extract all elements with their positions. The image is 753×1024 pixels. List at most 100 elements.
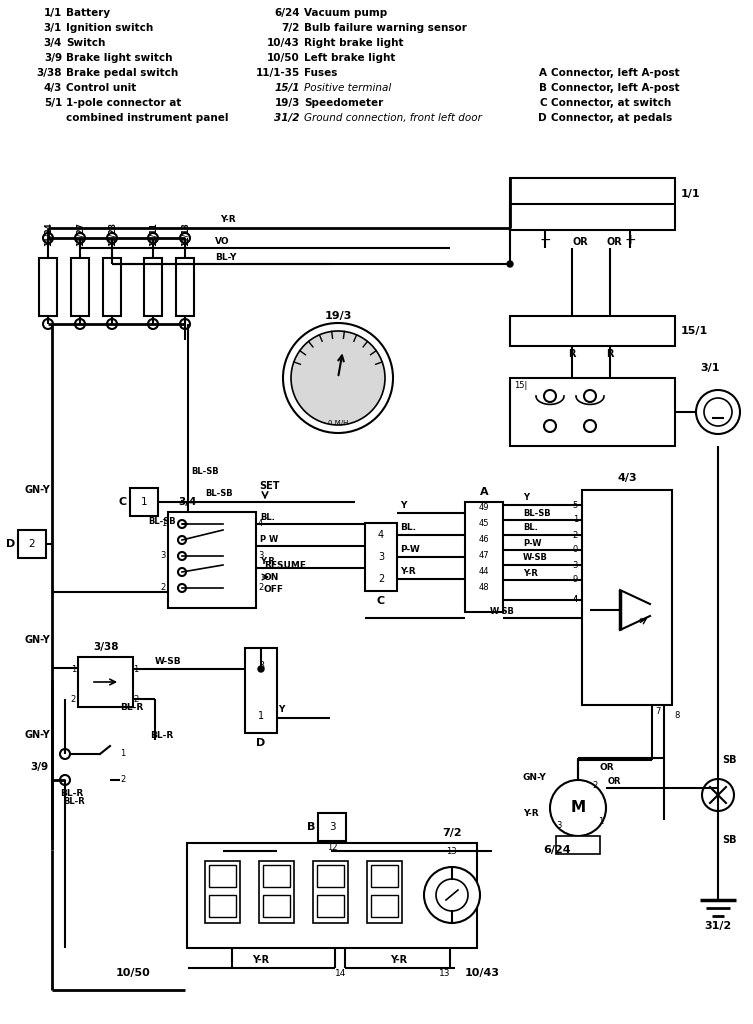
Text: A: A [480, 487, 488, 497]
Text: 1-pole connector at: 1-pole connector at [66, 98, 181, 108]
Text: 5/1: 5/1 [44, 98, 62, 108]
Text: Y-R: Y-R [523, 809, 538, 817]
Text: 6/24: 6/24 [274, 8, 300, 18]
Text: 4/3: 4/3 [44, 83, 62, 93]
Circle shape [584, 420, 596, 432]
Text: 49: 49 [479, 504, 489, 512]
Bar [71, 258, 89, 316]
Text: Bulb failure warning sensor: Bulb failure warning sensor [304, 23, 467, 33]
Text: Battery: Battery [66, 8, 110, 18]
Text: 15|: 15| [514, 382, 527, 390]
Text: 2: 2 [120, 775, 125, 784]
Text: 3: 3 [258, 552, 264, 560]
Text: BL-SB: BL-SB [205, 489, 233, 499]
Text: combined instrument panel: combined instrument panel [66, 113, 228, 123]
Circle shape [178, 552, 186, 560]
Text: 4: 4 [258, 519, 264, 528]
Bar [263, 895, 290, 918]
Text: BL-R: BL-R [120, 702, 143, 712]
Text: 15/1: 15/1 [681, 326, 709, 336]
Circle shape [544, 420, 556, 432]
Text: 45: 45 [479, 519, 489, 528]
Circle shape [704, 398, 732, 426]
Text: P-W: P-W [523, 539, 541, 548]
Bar [39, 258, 57, 316]
Text: 2: 2 [29, 539, 35, 549]
Bar [510, 378, 675, 446]
Text: Left brake light: Left brake light [304, 53, 395, 63]
Text: OR: OR [608, 777, 621, 786]
Text: Vacuum pump: Vacuum pump [304, 8, 387, 18]
Text: BL-R: BL-R [63, 798, 85, 807]
Bar [556, 836, 600, 854]
Text: 1: 1 [120, 750, 125, 759]
Text: 2: 2 [160, 584, 166, 593]
Text: 4: 4 [573, 596, 578, 604]
Text: SB: SB [722, 835, 736, 845]
Text: 12: 12 [327, 844, 337, 853]
Circle shape [178, 520, 186, 528]
Circle shape [584, 390, 596, 402]
Circle shape [283, 323, 393, 433]
Circle shape [148, 319, 158, 329]
Bar [187, 843, 477, 948]
Text: 6/24: 6/24 [543, 845, 571, 855]
Text: Brake pedal switch: Brake pedal switch [66, 68, 178, 78]
Circle shape [178, 568, 186, 575]
Text: 1: 1 [71, 665, 76, 674]
Text: 8: 8 [674, 711, 679, 720]
Text: GN-Y: GN-Y [24, 635, 50, 645]
Text: C: C [377, 596, 385, 606]
Text: C: C [539, 98, 547, 108]
Text: 3: 3 [329, 822, 335, 831]
Text: 11/11: 11/11 [148, 222, 157, 246]
Bar [209, 895, 236, 918]
Circle shape [507, 261, 513, 267]
Text: Control unit: Control unit [66, 83, 136, 93]
Text: BL-R: BL-R [150, 730, 173, 739]
Circle shape [424, 867, 480, 923]
Text: +: + [624, 233, 636, 247]
Text: 7/2: 7/2 [282, 23, 300, 33]
Text: OR: OR [573, 237, 589, 247]
Text: 1: 1 [598, 817, 603, 826]
Text: 3: 3 [258, 662, 264, 671]
Text: 10/50: 10/50 [115, 968, 150, 978]
Text: BL.: BL. [523, 523, 538, 532]
Circle shape [702, 779, 734, 811]
Circle shape [43, 233, 53, 243]
Bar [582, 490, 672, 705]
Text: Fuses: Fuses [304, 68, 337, 78]
Text: 3: 3 [572, 560, 578, 569]
Text: 2: 2 [573, 530, 578, 540]
Text: 1: 1 [160, 519, 166, 528]
Text: Y: Y [400, 501, 407, 510]
Text: R: R [569, 349, 576, 359]
Text: C: C [119, 497, 127, 507]
Text: 4/3: 4/3 [617, 473, 637, 483]
Text: 7/2: 7/2 [442, 828, 462, 838]
Circle shape [291, 331, 385, 425]
Text: Y: Y [278, 706, 285, 715]
Text: Y-R: Y-R [523, 568, 538, 578]
Bar [259, 861, 294, 923]
Circle shape [75, 233, 85, 243]
Text: 46: 46 [479, 536, 489, 545]
Bar [371, 865, 398, 887]
Text: BL-SB: BL-SB [523, 509, 550, 517]
Text: 11/28: 11/28 [108, 222, 117, 246]
Text: 48: 48 [479, 584, 489, 593]
Text: Brake light switch: Brake light switch [66, 53, 172, 63]
Text: P-W: P-W [400, 546, 419, 555]
Text: 9: 9 [573, 575, 578, 585]
Text: 4: 4 [378, 530, 384, 540]
Circle shape [107, 233, 117, 243]
Text: 10/50: 10/50 [267, 53, 300, 63]
Text: Connector, left A-post: Connector, left A-post [551, 83, 680, 93]
Text: Positive terminal: Positive terminal [304, 83, 392, 93]
Text: 3: 3 [378, 552, 384, 562]
Text: BL-Y: BL-Y [215, 253, 236, 261]
Text: 19/3: 19/3 [275, 98, 300, 108]
Text: M: M [571, 801, 586, 815]
Bar [263, 865, 290, 887]
